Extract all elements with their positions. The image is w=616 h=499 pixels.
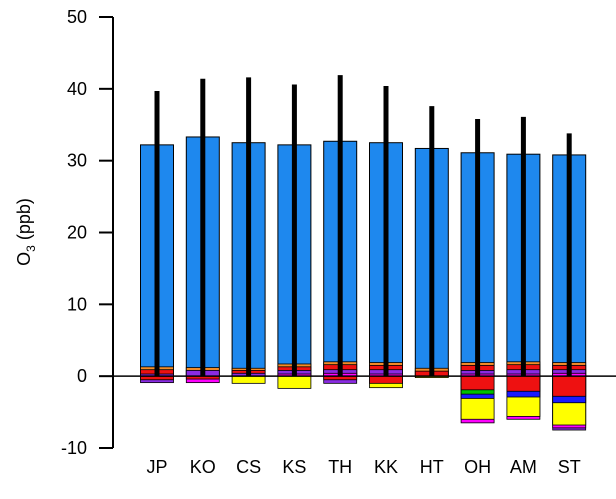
bar-segment-negative [370,376,403,383]
y-tick-label: 0 [77,366,87,386]
tick-labels: -10 0 10 20 30 40 50 JP KO CS KS TH KK HT OH AM ST [61,7,581,477]
x-tick-label: KS [282,457,306,477]
x-tick-label: ST [558,457,581,477]
x-tick-label: JP [146,457,167,477]
y-axis-title-prefix: O [14,252,34,266]
bar-segment-negative [553,376,586,396]
x-tick-label: OH [464,457,491,477]
y-tick-label: 40 [67,79,87,99]
y-tick-label: 30 [67,151,87,171]
x-tick-label: TH [328,457,352,477]
y-axis-title: O3 (ppb) [14,198,38,266]
y-tick-label: 50 [67,7,87,27]
y-tick-label: 10 [67,294,87,314]
bar-segment-negative [461,376,494,390]
y-axis-title-suffix: (ppb) [14,198,34,245]
y-tick-label: -10 [61,438,87,458]
bar-segment-negative [507,376,540,391]
x-tick-label: KO [190,457,216,477]
x-tick-label: AM [510,457,537,477]
bar-segment-negative [278,376,311,388]
x-tick-label: KK [374,457,398,477]
x-tick-label: HT [420,457,444,477]
x-tick-label: CS [236,457,261,477]
axes [99,17,113,448]
bar-segment-negative [232,376,265,383]
y-tick-label: 20 [67,223,87,243]
